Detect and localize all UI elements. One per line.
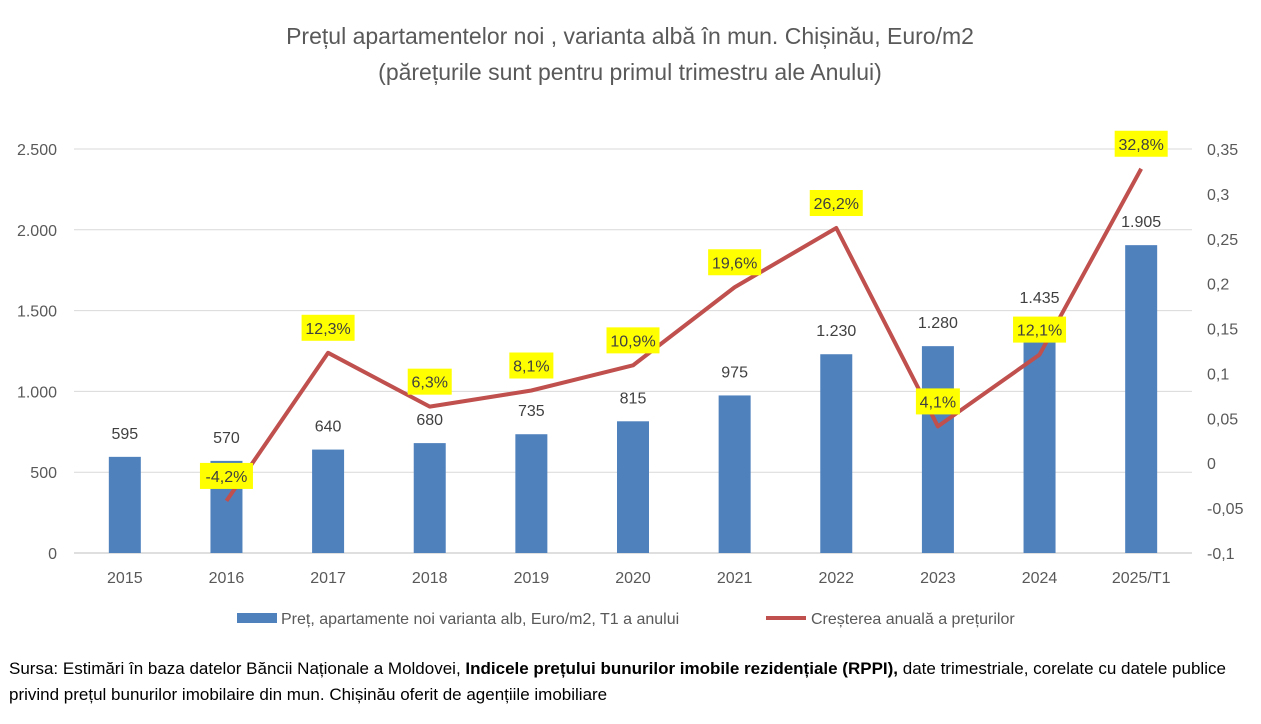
source-text-cont: date trimestriale, corelate cu datele pu… [9,659,1226,704]
line-label-text: 8,1% [513,359,549,376]
label-highlight [809,190,863,217]
label-highlight [199,462,253,489]
chart-title: Prețul apartamentelor noi , varianta alb… [286,23,974,49]
bar-data-label: 1.905 [1121,214,1161,231]
bar [108,456,141,553]
growth-line [224,167,1143,503]
label-highlight [407,368,452,395]
label-highlight [301,314,355,341]
label-highlight [1114,130,1168,157]
line-data-label: 12,3% [301,314,355,341]
label-highlight [1013,316,1067,343]
legend-bar-swatch [237,613,277,623]
x-tick-label: 2021 [717,570,753,587]
y-right-tick-label: 0,1 [1207,366,1229,383]
line-label-text: 26,2% [814,196,859,213]
y-left-tick-label: 1.500 [17,304,57,321]
y-right-tick-label: 0,2 [1207,277,1229,294]
line-data-label: 10,9% [606,327,660,354]
y-right-tick-label: 0 [1207,456,1216,473]
line-label-text: 6,3% [411,375,447,392]
line-data-label: 19,6% [708,249,762,276]
line-data-label: 12,1% [1013,316,1067,343]
line-data-label: 32,8% [1114,130,1168,157]
combo-chart: Prețul apartamentelor noi , varianta alb… [17,23,1244,628]
x-tick-label: 2019 [514,570,550,587]
x-tick-label: 2016 [209,570,245,587]
bar [718,395,751,553]
legend-line-label: Creșterea anuală a prețurilor [811,611,1015,628]
bar-data-label: 1.435 [1020,290,1060,307]
line-label-text: 19,6% [712,255,757,272]
bar-data-label: 815 [620,390,647,407]
label-highlight [606,327,660,354]
y-right-tick-label: 0,15 [1207,322,1238,339]
label-highlight [509,352,554,379]
line-label-text: 32,8% [1118,137,1163,154]
bar [515,434,548,553]
line-data-label: 8,1% [509,352,554,379]
y-right-tick-label: 0,05 [1207,411,1238,428]
x-tick-label: 2020 [615,570,651,587]
line-data-label: 6,3% [407,368,452,395]
y-right-tick-label: -0,05 [1207,501,1244,518]
source-index-name: Indicele prețului bunurilor imobile rezi… [465,659,899,678]
bar [617,421,649,553]
x-tick-label: 2023 [920,570,956,587]
x-tick-label: 2017 [310,570,346,587]
line-label-text: 10,9% [610,333,655,350]
source-note: Sursa: Estimări în baza datelor Băncii N… [9,656,1259,708]
x-tick-label: 2015 [107,570,143,587]
y-right-tick-label: 0,35 [1207,142,1238,159]
line-data-label: 26,2% [809,190,863,217]
y-left-tick-label: 2.500 [17,142,57,159]
x-tick-label: 2018 [412,570,448,587]
bar [413,443,446,553]
y-left-tick-label: 0 [48,546,57,563]
bar [820,354,853,553]
bar-data-label: 570 [213,430,240,447]
line-data-label: -4,2% [199,462,253,489]
y-right-tick-label: 0,25 [1207,232,1238,249]
y-right-tick-label: 0,3 [1207,187,1229,204]
bar [1125,245,1158,554]
bar-data-label: 680 [416,412,443,429]
bar [921,346,954,553]
line-label-text: -4,2% [206,469,248,486]
bar [312,449,345,553]
bar-data-label: 640 [315,419,342,436]
line-label-text: 12,3% [305,321,350,338]
y-right-tick-label: -0,1 [1207,546,1235,563]
line-data-label: 4,1% [915,388,960,415]
bar-data-label: 975 [721,364,748,381]
y-left-tick-label: 1.000 [17,384,57,401]
x-tick-label: 2022 [818,570,854,587]
legend-bar-label: Preț, apartamente noi varianta alb, Euro… [281,611,679,628]
bar-data-label: 1.230 [816,323,856,340]
x-tick-label: 2024 [1022,570,1058,587]
label-highlight [915,388,960,415]
line-label-text: 12,1% [1017,323,1062,340]
bar-data-label: 735 [518,403,545,420]
bar-data-label: 595 [111,426,138,443]
bar-data-label: 1.280 [918,315,958,332]
source-text: Sursa: Estimări în baza datelor Băncii N… [9,659,466,678]
line-label-text: 4,1% [920,394,956,411]
x-tick-label: 2025/T1 [1112,570,1171,587]
chart-subtitle: (părețurile sunt pentru primul trimestru… [378,59,882,85]
y-left-tick-label: 500 [30,465,57,482]
label-highlight [708,249,762,276]
y-left-tick-label: 2.000 [17,223,57,240]
